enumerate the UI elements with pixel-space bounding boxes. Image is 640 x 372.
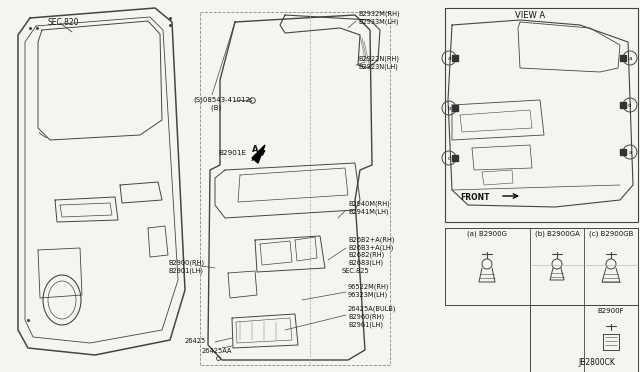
Text: (S)08543-41012
        (B): (S)08543-41012 (B) (193, 96, 250, 110)
Text: b: b (447, 106, 451, 110)
Text: SEC.825: SEC.825 (342, 268, 370, 274)
Text: a: a (628, 150, 632, 154)
Text: B2922N(RH)
B2923N(LH): B2922N(RH) B2923N(LH) (358, 55, 399, 70)
Text: 26425A(BULB)
B2960(RH)
B2961(LH): 26425A(BULB) B2960(RH) B2961(LH) (348, 306, 397, 328)
Bar (452, 155, 458, 161)
Text: B2940M(RH)
B2941M(LH): B2940M(RH) B2941M(LH) (348, 200, 390, 215)
Text: VIEW A: VIEW A (515, 11, 545, 20)
Text: S: S (248, 97, 252, 103)
Text: B26B2+A(RH)
B26B3+A(LH): B26B2+A(RH) B26B3+A(LH) (348, 236, 394, 250)
Text: SEC.820: SEC.820 (48, 18, 79, 27)
Text: (a) B2900G: (a) B2900G (467, 230, 507, 237)
Text: c: c (447, 155, 451, 160)
Bar (452, 105, 458, 111)
Bar (620, 149, 626, 155)
Text: A: A (252, 145, 259, 154)
Text: (c) B2900GB: (c) B2900GB (589, 230, 633, 237)
Text: (b) B2900GA: (b) B2900GA (534, 230, 579, 237)
Text: 26425: 26425 (185, 338, 206, 344)
Text: JB2800CK: JB2800CK (578, 358, 615, 367)
Bar (620, 102, 626, 108)
Text: a: a (447, 55, 451, 61)
Polygon shape (252, 145, 265, 163)
Text: B2900(RH)
B2901(LH): B2900(RH) B2901(LH) (168, 260, 204, 275)
Text: FRONT: FRONT (460, 193, 490, 202)
Text: B2900F: B2900F (598, 308, 624, 314)
Bar (452, 55, 458, 61)
Text: 96522M(RH)
96323M(LH): 96522M(RH) 96323M(LH) (348, 283, 390, 298)
Text: 26425AA: 26425AA (202, 348, 232, 354)
Text: B2682(RH)
B2683(LH): B2682(RH) B2683(LH) (348, 252, 384, 266)
Text: B2932M(RH)
B2933M(LH): B2932M(RH) B2933M(LH) (358, 10, 399, 25)
Text: d: d (628, 103, 632, 108)
Text: a: a (628, 55, 632, 61)
Text: B2901E: B2901E (218, 150, 246, 156)
Bar (620, 55, 626, 61)
